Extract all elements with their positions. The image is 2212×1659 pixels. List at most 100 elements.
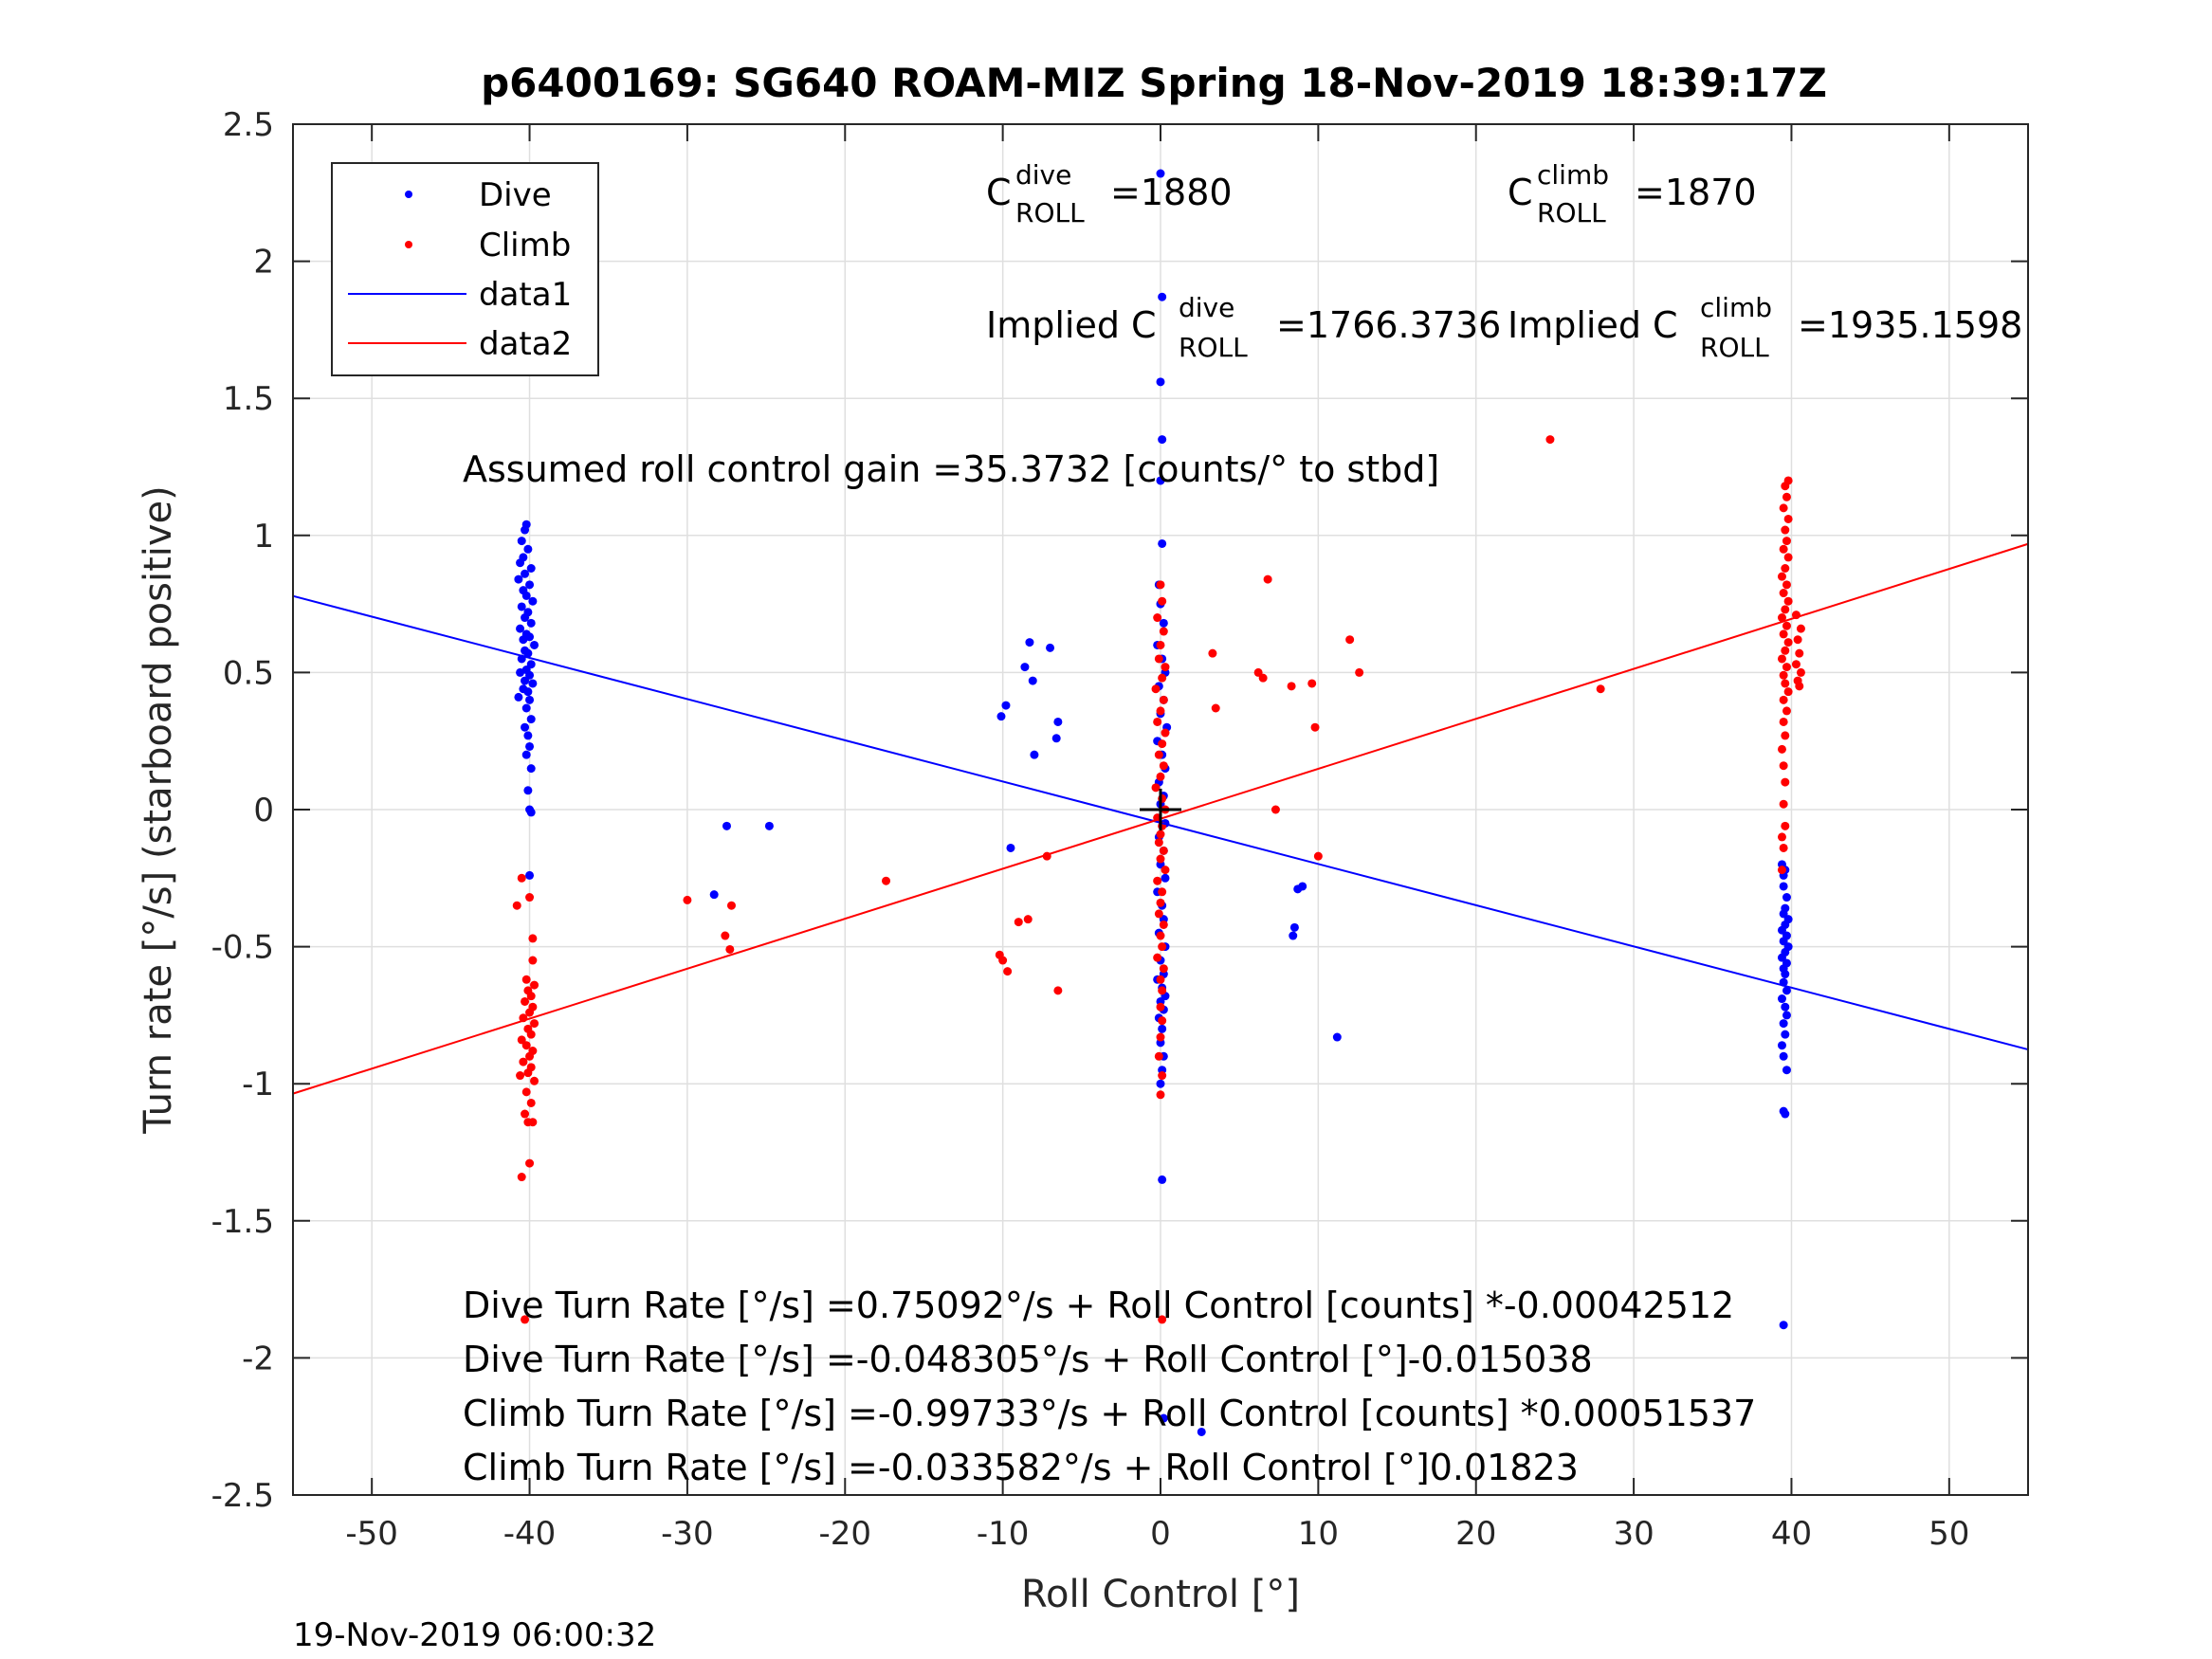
legend-box [331,162,599,376]
climb-point [1159,920,1168,929]
dive-point [1777,1041,1786,1050]
climb-point [1271,805,1280,814]
y-tick-label: -1.5 [211,1203,274,1241]
x-tick-label: 50 [1929,1515,1969,1553]
x-tick-label: 20 [1455,1515,1496,1553]
dive-fit-degrees-equation: Dive Turn Rate [°/s] =-0.048305°/s + Rol… [463,1339,1593,1380]
climb-point [1782,621,1791,630]
dive-point [1053,717,1063,726]
climb-point [1158,1315,1167,1324]
climb-point [528,1118,538,1127]
climb-point [1154,909,1163,919]
climb-point [1158,986,1167,995]
climb-point [525,893,535,902]
dive-point [1156,476,1165,485]
climb-point [1777,613,1786,623]
climb-point [1781,564,1790,574]
climb-point [521,975,531,984]
climb-point [1779,544,1788,554]
legend-climb-label: Climb [479,227,571,264]
dive-point [1781,1030,1790,1039]
dive-point [528,596,538,606]
climb-point [1783,596,1793,606]
climb-point [1795,648,1804,658]
climb-point [1777,744,1786,754]
svg-text:=1880: =1880 [1110,172,1233,213]
climb-point [1159,695,1168,704]
climb-point [1158,1016,1167,1026]
legend-dive-label: Dive [479,176,552,214]
climb-point [1153,876,1162,885]
climb-point [721,931,730,940]
y-tick-label: -2 [242,1340,274,1377]
climb-point [1161,663,1170,672]
climb-point [1596,684,1605,694]
climb-point [1158,887,1167,897]
climb-point [1161,866,1170,875]
svg-text:climb: climb [1700,292,1772,323]
dive-point [523,544,533,554]
dive-point [516,624,525,633]
svg-text:Implied C: Implied C [986,304,1157,346]
climb-point [521,1041,531,1050]
climb-point [1159,964,1168,974]
climb-point [526,1030,536,1039]
dive-point [521,613,530,623]
svg-text:ROLL: ROLL [1537,197,1606,228]
climb-point [1263,574,1272,584]
dive-point [526,618,536,628]
climb-point [998,956,1008,965]
climb-point [1793,635,1802,645]
climb-point [526,992,536,1001]
climb-point [1777,572,1786,581]
dive-point [1781,970,1790,979]
dive-point [526,715,536,724]
climb-point [1159,761,1168,771]
dive-point [709,890,719,900]
climb-point [1156,931,1165,940]
origin-marker [1140,789,1181,830]
climb-point [1796,624,1805,633]
x-tick-label: -10 [977,1515,1030,1553]
climb-point [1014,918,1023,927]
climb-point [1151,684,1161,694]
dive-point [1158,538,1167,548]
y-tick-label: -1 [242,1066,274,1103]
x-tick-label: -40 [503,1515,557,1553]
climb-point [526,1098,536,1107]
climb-point [521,1315,530,1324]
dive-point [1777,994,1786,1004]
legend-data1-label: data1 [479,276,572,314]
legend-data2-label: data2 [479,325,572,363]
dive-point [1156,377,1165,387]
climb-point [1154,654,1163,664]
y-axis-label: Turn rate [°/s] (starboard positive) [137,485,180,1135]
y-tick-label: 1.5 [223,380,274,418]
y-tick-label: 1 [253,518,274,556]
climb-point [1779,761,1788,771]
climb-point [1782,580,1791,590]
tick-labels: -50 -40 -30 -20 -10 0 10 20 30 40 50-2.5-2-1.5-1-0… [211,106,1970,1553]
climb-point [1783,687,1793,697]
dive-point [1158,292,1167,301]
svg-text:climb: climb [1537,159,1609,191]
climb-point [1156,1090,1165,1100]
x-tick-label: 0 [1150,1515,1171,1553]
dive-point [1779,882,1788,891]
climb-point [530,980,539,990]
climb-point [516,1071,525,1081]
climb-point [1355,667,1364,677]
climb-point [1782,537,1791,546]
climb-point [1783,553,1793,562]
climb-point [1779,695,1788,704]
dive-point [1781,1109,1790,1119]
dive-point [517,602,526,611]
climb-point [1779,717,1788,726]
climb-point [1154,838,1163,848]
climb-point [1781,525,1790,535]
svg-text:=1870: =1870 [1635,172,1757,213]
x-tick-label: 40 [1771,1515,1812,1553]
climb-point [523,1068,533,1078]
climb-point [1781,679,1790,688]
climb-point [726,901,736,910]
